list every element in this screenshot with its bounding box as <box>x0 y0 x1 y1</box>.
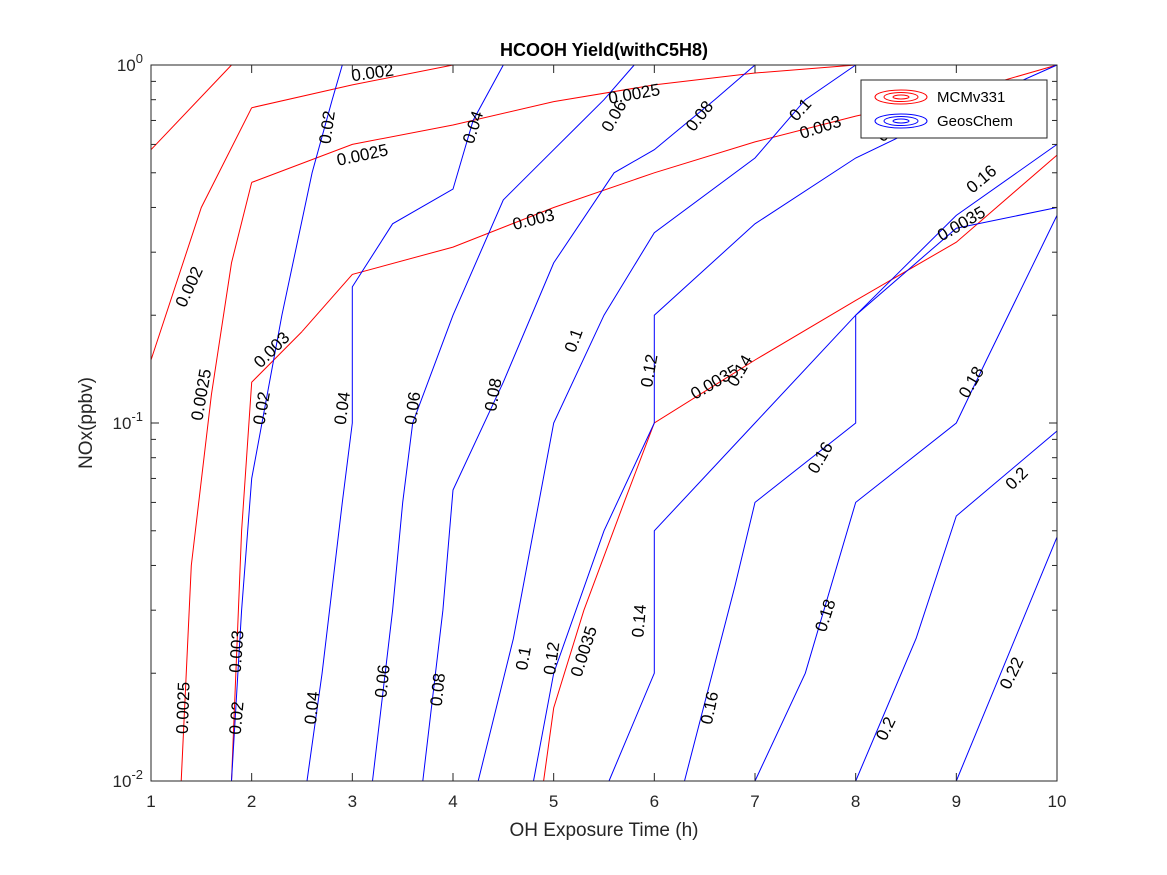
contour-label: 0.02 <box>226 701 248 736</box>
x-tick-label: 6 <box>650 792 659 811</box>
chart-title: HCOOH Yield(withC5H8) <box>500 40 708 60</box>
contour-lines <box>150 64 1058 782</box>
mcm-contour-line <box>150 64 232 151</box>
x-tick-label: 10 <box>1048 792 1067 811</box>
legend-swatch <box>883 116 919 126</box>
x-tick-label: 8 <box>851 792 860 811</box>
geoschem-contour-line <box>754 215 1058 782</box>
contour-label: 0.04 <box>301 690 323 725</box>
x-tick-label: 4 <box>448 792 457 811</box>
contour-label: 0.06 <box>401 390 424 425</box>
geoschem-contour-line <box>231 64 343 782</box>
axis-ticks: 1 2 3 4 5 6 7 8 9 10 10-2 10-1 100 <box>113 51 1067 811</box>
contour-label: 0.12 <box>540 641 563 676</box>
x-axis-label: OH Exposure Time (h) <box>510 820 699 841</box>
mcm-contour-line <box>231 331 303 782</box>
geoschem-contour-line <box>477 64 856 782</box>
mcm-contour-line <box>150 107 253 361</box>
legend-entry: GeosChem <box>937 113 1013 130</box>
y-axis-label: NOx(ppbv) <box>76 377 97 469</box>
contour-label: 0.003 <box>226 630 248 674</box>
contour-label: 0.04 <box>331 390 354 425</box>
legend-swatch <box>892 94 910 100</box>
legend: MCMv331 GeosChem <box>860 79 1048 139</box>
legend-swatch <box>874 113 928 129</box>
geoschem-contour-line <box>608 143 1058 782</box>
geoschem-contour-line <box>372 64 635 782</box>
geoschem-contour-line <box>955 536 1058 782</box>
legend-entry: MCMv331 <box>937 89 1005 106</box>
contour-label: 0.14 <box>628 604 650 639</box>
contour-label: 0.06 <box>371 664 393 699</box>
contour-label: 0.0025 <box>173 682 194 735</box>
plot-frame <box>150 64 1058 782</box>
geoschem-contour-line <box>855 430 1058 782</box>
x-tick-label: 5 <box>549 792 558 811</box>
x-tick-label: 2 <box>247 792 256 811</box>
legend-swatch <box>883 92 919 102</box>
geoschem-contour-line <box>306 64 504 782</box>
x-tick-label: 9 <box>952 792 961 811</box>
mcm-contour-line <box>180 182 253 782</box>
y-tick-label: 100 <box>117 51 143 75</box>
x-tick-label: 7 <box>750 792 759 811</box>
legend-swatch <box>874 89 928 105</box>
contour-label: 0.08 <box>427 672 449 707</box>
legend-swatch <box>892 118 910 124</box>
y-tick-label: 10-1 <box>113 409 143 433</box>
x-tick-label: 1 <box>146 792 155 811</box>
mcm-contour-line <box>251 64 454 109</box>
x-tick-label: 3 <box>348 792 357 811</box>
plot-area <box>151 65 1057 781</box>
legend-box <box>860 79 1048 139</box>
geoschem-contour-line <box>422 64 756 782</box>
y-tick-label: 10-2 <box>113 767 143 791</box>
contour-label: 0.1 <box>512 645 535 672</box>
geoschem-contour-line <box>684 207 1058 782</box>
contour-label: 0.02 <box>315 110 338 145</box>
